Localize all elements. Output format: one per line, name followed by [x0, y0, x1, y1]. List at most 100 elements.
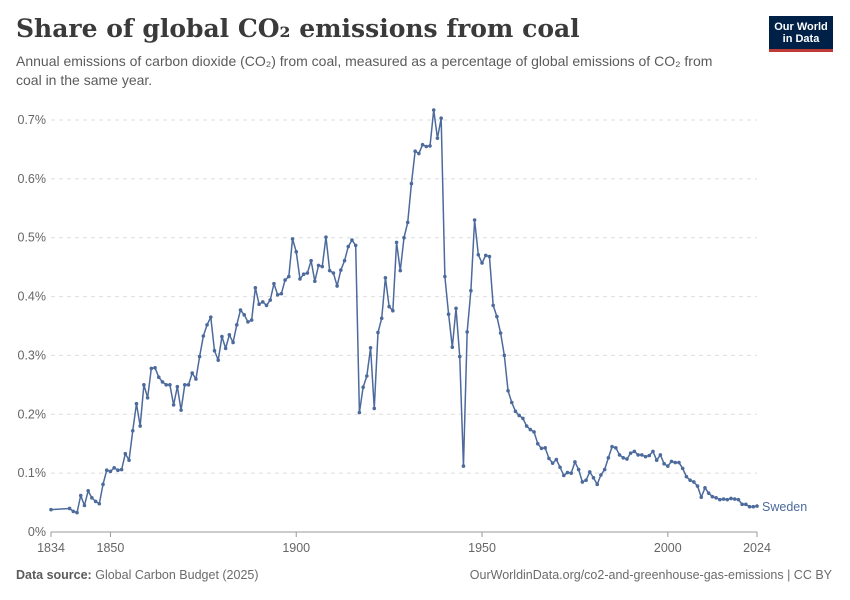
data-point[interactable] — [361, 385, 365, 390]
data-point[interactable] — [220, 334, 224, 339]
data-point[interactable] — [268, 298, 273, 302]
data-point[interactable] — [643, 454, 648, 459]
data-point[interactable] — [662, 461, 666, 466]
data-point[interactable] — [249, 318, 254, 322]
data-point[interactable] — [625, 457, 629, 461]
data-point[interactable] — [346, 244, 351, 249]
data-point[interactable] — [123, 451, 128, 456]
data-point[interactable] — [231, 340, 235, 345]
data-point[interactable] — [513, 409, 518, 414]
data-point[interactable] — [718, 497, 722, 502]
data-point[interactable] — [420, 142, 425, 147]
data-point[interactable] — [223, 346, 228, 351]
data-point[interactable] — [168, 383, 172, 387]
data-point[interactable] — [684, 474, 689, 479]
data-point[interactable] — [547, 456, 551, 461]
source-url[interactable]: OurWorldinData.org/co2-and-greenhouse-ga… — [469, 568, 832, 582]
data-point[interactable] — [253, 285, 258, 290]
data-point[interactable] — [298, 277, 302, 281]
data-point[interactable] — [487, 254, 492, 259]
data-point[interactable] — [283, 278, 287, 282]
data-point[interactable] — [476, 252, 481, 257]
data-point[interactable] — [751, 504, 756, 509]
data-point[interactable] — [182, 383, 187, 387]
data-point[interactable] — [149, 366, 154, 371]
data-point[interactable] — [238, 308, 243, 312]
data-point[interactable] — [747, 504, 752, 509]
data-point[interactable] — [387, 304, 391, 309]
data-point[interactable] — [153, 365, 157, 370]
data-point[interactable] — [439, 116, 443, 121]
data-point[interactable] — [78, 493, 83, 498]
data-point[interactable] — [651, 449, 655, 454]
data-point[interactable] — [435, 136, 440, 141]
data-point[interactable] — [275, 293, 280, 297]
data-point[interactable] — [736, 497, 741, 502]
data-point[interactable] — [97, 501, 102, 506]
data-point[interactable] — [561, 473, 566, 478]
data-point[interactable] — [335, 284, 339, 288]
data-point[interactable] — [569, 471, 574, 475]
data-point[interactable] — [179, 408, 183, 412]
data-point[interactable] — [632, 449, 637, 454]
data-point[interactable] — [383, 275, 388, 280]
data-point[interactable] — [175, 384, 180, 389]
data-point[interactable] — [695, 484, 700, 488]
data-point[interactable] — [628, 451, 633, 455]
data-point[interactable] — [279, 291, 284, 296]
data-point[interactable] — [480, 261, 484, 265]
data-point[interactable] — [313, 279, 317, 284]
data-point[interactable] — [309, 258, 313, 263]
data-point[interactable] — [740, 502, 744, 507]
data-point[interactable] — [495, 314, 499, 319]
data-point[interactable] — [164, 383, 168, 387]
data-point[interactable] — [353, 243, 358, 248]
data-point[interactable] — [454, 306, 458, 311]
data-point[interactable] — [677, 460, 681, 465]
data-point[interactable] — [528, 427, 533, 432]
data-point[interactable] — [75, 510, 79, 515]
data-point[interactable] — [647, 453, 652, 458]
data-point[interactable] — [145, 396, 150, 400]
data-point[interactable] — [101, 482, 105, 487]
data-point[interactable] — [156, 375, 161, 380]
data-point[interactable] — [710, 494, 715, 499]
data-point[interactable] — [71, 509, 76, 514]
data-point[interactable] — [673, 460, 678, 465]
data-point[interactable] — [227, 333, 232, 337]
data-point[interactable] — [621, 456, 626, 460]
data-point[interactable] — [301, 272, 306, 277]
data-point[interactable] — [201, 334, 206, 338]
data-point[interactable] — [591, 476, 596, 480]
data-point[interactable] — [446, 312, 451, 317]
data-point[interactable] — [316, 263, 321, 268]
data-point[interactable] — [599, 473, 603, 477]
data-point[interactable] — [431, 108, 436, 112]
data-point[interactable] — [509, 400, 514, 405]
series-line-sweden[interactable] — [50, 109, 758, 514]
data-point[interactable] — [190, 371, 194, 375]
data-point[interactable] — [290, 237, 295, 241]
data-point[interactable] — [130, 428, 135, 433]
data-point[interactable] — [703, 486, 707, 490]
data-point[interactable] — [93, 499, 98, 504]
data-point[interactable] — [472, 218, 477, 222]
data-point[interactable] — [532, 430, 536, 434]
data-point[interactable] — [602, 467, 607, 472]
data-point[interactable] — [658, 453, 663, 457]
data-point[interactable] — [394, 240, 399, 245]
data-point[interactable] — [242, 313, 247, 317]
data-point[interactable] — [506, 388, 510, 393]
data-point[interactable] — [246, 320, 250, 324]
data-point[interactable] — [688, 478, 692, 483]
data-point[interactable] — [558, 465, 562, 470]
data-point[interactable] — [305, 271, 310, 275]
data-point[interactable] — [409, 181, 414, 186]
data-point[interactable] — [391, 308, 395, 313]
data-point[interactable] — [324, 235, 328, 239]
data-point[interactable] — [539, 446, 544, 451]
data-point[interactable] — [680, 466, 685, 471]
data-point[interactable] — [264, 303, 269, 308]
data-point[interactable] — [491, 303, 495, 308]
data-point[interactable] — [342, 258, 347, 263]
